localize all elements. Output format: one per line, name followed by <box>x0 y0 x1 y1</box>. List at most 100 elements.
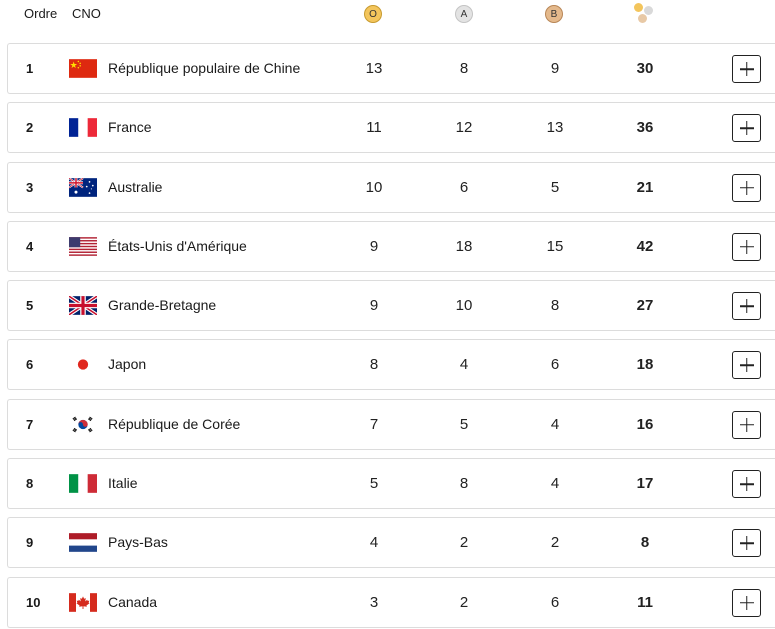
table-row[interactable]: 3 Australie 10 6 5 21 <box>7 161 775 213</box>
bronze-count: 15 <box>546 237 564 255</box>
silver-count: 6 <box>459 178 469 196</box>
gold-count: 11 <box>366 119 382 137</box>
bronze-medal-icon[interactable]: B <box>545 5 563 23</box>
gold-count: 10 <box>365 178 383 196</box>
silver-count: 12 <box>455 119 473 137</box>
rank: 1 <box>26 61 34 76</box>
rank: 2 <box>26 120 34 136</box>
total-count: 18 <box>636 356 654 374</box>
flag-netherlands-icon <box>69 533 97 553</box>
noc-column-header[interactable]: CNO <box>72 6 101 21</box>
country-name[interactable]: Pays-Bas <box>108 534 168 551</box>
table-row[interactable]: 1 République populaire de Chine 13 8 9 30 <box>7 43 775 94</box>
gold-dot-icon <box>634 3 643 12</box>
rank: 3 <box>26 179 34 195</box>
gold-count: 7 <box>369 415 379 433</box>
table-row[interactable]: 4 États-Unis d'Amérique 9 18 15 42 <box>7 220 775 272</box>
flag-canada-icon <box>69 592 97 612</box>
expand-row-button[interactable] <box>732 410 761 439</box>
silver-count: 8 <box>459 60 469 77</box>
silver-count: 10 <box>455 297 473 315</box>
medals-total-icon[interactable] <box>634 3 660 25</box>
total-count: 30 <box>636 60 654 77</box>
expand-row-button[interactable] <box>732 588 761 617</box>
country-name[interactable]: France <box>108 119 152 136</box>
expand-row-button[interactable] <box>732 173 761 202</box>
rank: 9 <box>26 535 34 551</box>
total-count: 11 <box>637 593 653 611</box>
gold-count: 4 <box>369 534 379 552</box>
rank-column-header[interactable]: Ordre <box>24 6 58 21</box>
country-name[interactable]: Grande-Bretagne <box>108 297 217 314</box>
bronze-dot-icon <box>638 14 647 23</box>
rank: 4 <box>26 238 34 254</box>
gold-count: 9 <box>369 237 379 255</box>
flag-china-icon <box>69 59 97 78</box>
silver-count: 4 <box>459 356 469 374</box>
country-name[interactable]: États-Unis d'Amérique <box>108 237 247 254</box>
table-header: Ordre CNO O A B <box>0 0 775 36</box>
country-name[interactable]: Australie <box>108 178 163 195</box>
table-row[interactable]: 7 République de Corée 7 5 4 16 <box>7 398 775 450</box>
gold-count: 8 <box>369 356 379 374</box>
table-row[interactable]: 10 Canada 3 2 6 11 <box>7 576 775 628</box>
table-row[interactable]: 8 Italie 5 8 4 17 <box>7 458 775 510</box>
country-name[interactable]: République populaire de Chine <box>108 60 301 76</box>
table-row[interactable]: 2 France 11 12 13 36 <box>7 102 775 154</box>
total-count: 27 <box>636 297 654 315</box>
bronze-count: 5 <box>550 178 560 196</box>
flag-japan-icon <box>69 355 97 375</box>
silver-dot-icon <box>644 6 653 15</box>
rank: 5 <box>26 298 34 314</box>
medal-table: 1 République populaire de Chine 13 8 9 30 2 Fra… <box>7 43 775 629</box>
silver-count: 5 <box>459 415 469 433</box>
total-count: 17 <box>636 475 654 493</box>
table-row[interactable]: 9 Pays-Bas 4 2 2 8 <box>7 517 775 569</box>
flag-usa-icon <box>69 237 97 256</box>
bronze-count: 6 <box>550 356 560 374</box>
expand-row-button[interactable] <box>732 470 761 499</box>
silver-count: 2 <box>459 534 469 552</box>
country-name[interactable]: République de Corée <box>108 415 241 432</box>
rank: 10 <box>26 594 41 610</box>
silver-count: 2 <box>459 593 469 611</box>
silver-count: 8 <box>459 475 469 493</box>
gold-count: 13 <box>365 60 383 77</box>
bronze-count: 4 <box>550 415 560 433</box>
silver-medal-icon[interactable]: A <box>455 5 473 23</box>
flag-korea-icon <box>69 414 97 434</box>
bronze-count: 4 <box>550 475 560 493</box>
expand-row-button[interactable] <box>732 55 761 83</box>
rank: 7 <box>26 416 34 432</box>
bronze-count: 9 <box>550 60 560 77</box>
country-name[interactable]: Italie <box>108 475 138 492</box>
bronze-count: 13 <box>546 119 564 137</box>
total-count: 16 <box>636 415 654 433</box>
table-row[interactable]: 6 Japon 8 4 6 18 <box>7 339 775 391</box>
expand-row-button[interactable] <box>732 232 761 261</box>
expand-row-button[interactable] <box>732 351 761 380</box>
total-count: 8 <box>640 534 650 552</box>
flag-france-icon <box>69 118 97 138</box>
bronze-count: 6 <box>550 593 560 611</box>
table-row[interactable]: 5 Grande-Bretagne 9 10 8 27 <box>7 280 775 332</box>
expand-row-button[interactable] <box>732 114 761 143</box>
flag-great-britain-icon <box>69 296 97 316</box>
bronze-count: 8 <box>550 297 560 315</box>
gold-count: 3 <box>369 593 379 611</box>
gold-medal-icon[interactable]: O <box>364 5 382 23</box>
flag-italy-icon <box>69 474 97 493</box>
rank: 8 <box>26 476 34 492</box>
total-count: 42 <box>636 237 654 255</box>
total-count: 21 <box>636 178 654 196</box>
total-count: 36 <box>636 119 654 137</box>
country-name[interactable]: Japon <box>108 356 147 373</box>
expand-row-button[interactable] <box>732 529 761 558</box>
gold-count: 5 <box>369 475 379 493</box>
expand-row-button[interactable] <box>732 292 761 321</box>
rank: 6 <box>26 357 34 373</box>
silver-count: 18 <box>455 237 473 255</box>
gold-count: 9 <box>369 297 379 315</box>
country-name[interactable]: Canada <box>108 593 158 610</box>
bronze-count: 2 <box>550 534 560 552</box>
